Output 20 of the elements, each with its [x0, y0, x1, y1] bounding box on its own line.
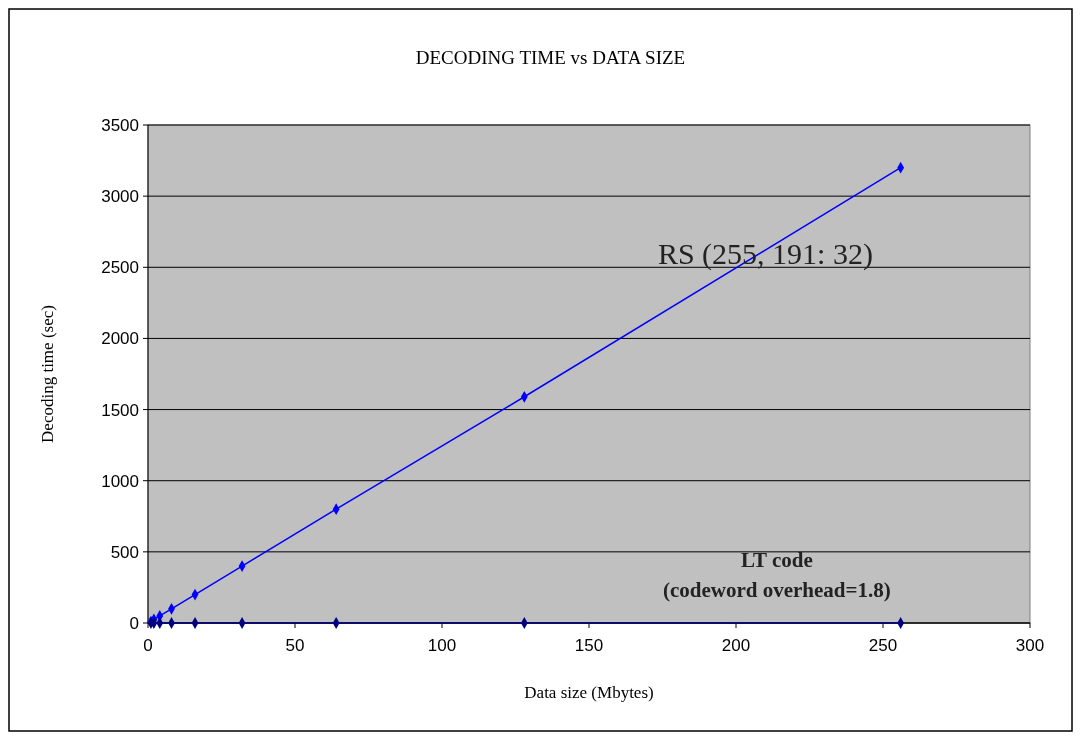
y-tick-label: 0 — [129, 613, 139, 633]
y-tick-label: 1500 — [101, 400, 139, 420]
y-tick-label: 3000 — [101, 187, 139, 207]
x-tick-label: 250 — [868, 636, 898, 655]
y-tick-label: 2500 — [101, 258, 139, 278]
chart-title: DECODING TIME vs DATA SIZE — [415, 47, 686, 68]
x-tick-label: 100 — [427, 636, 457, 655]
x-tick-label: 50 — [285, 636, 305, 655]
x-tick-label: 0 — [143, 636, 153, 655]
y-axis-title: Decoding time (sec) — [38, 305, 57, 443]
x-tick-label: 200 — [721, 636, 751, 655]
x-tick-label: 150 — [574, 636, 604, 655]
x-axis-title: Data size (Mbytes) — [524, 683, 654, 702]
y-tick-label: 2000 — [101, 329, 139, 349]
y-tick-label: 1000 — [101, 471, 139, 491]
y-tick-label: 3500 — [101, 115, 139, 135]
x-tick-label: 300 — [1015, 636, 1045, 655]
series-label: RS (255, 191: 32) — [657, 237, 873, 272]
y-tick-label: 500 — [110, 542, 139, 562]
series-label: LT code (codeword overhead=1.8) — [662, 547, 891, 602]
